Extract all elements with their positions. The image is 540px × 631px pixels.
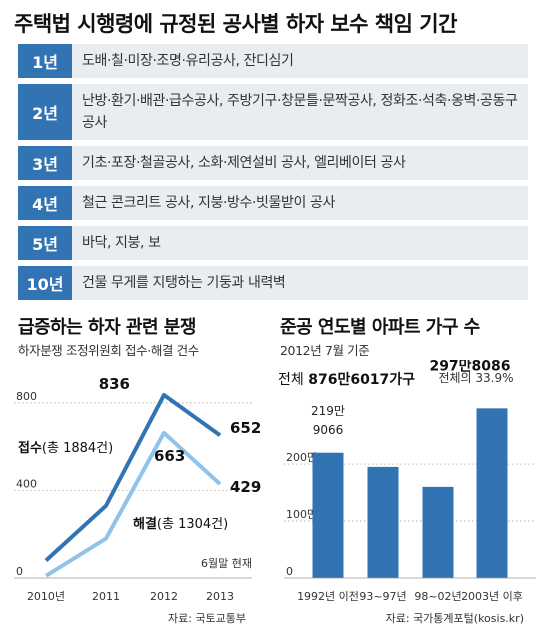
x-tick-label: 93~97년 [359,590,406,603]
y-tick-label: 800 [16,390,37,403]
work-description: 철근 콘크리트 공사, 지붕·방수·빗물받이 공사 [82,195,335,211]
value-label: 836 [99,375,130,393]
table-row: 3년 기초·포장·철골공사, 소화·제연설비 공사, 엘리베이터 공사 [18,146,528,180]
period-label: 4년 [18,186,72,220]
bar [476,408,508,578]
table-row: 2년 난방·환기·배관·급수공사, 주방기구·창문틀·문짝공사, 정화조·석축·… [18,84,528,140]
bar-chart-subtitle: 2012년 7월 기준 [280,343,370,358]
period-label: 10년 [18,266,72,300]
legend-series-접수: 접수(총 1884건) [18,440,113,456]
work-description: 도배·칠·미장·조명·유리공사, 잔디심기 [82,53,294,69]
x-tick-label: 2013 [206,590,234,603]
bar-chart-title: 준공 연도별 아파트 가구 수 [280,317,480,338]
y-tick-label: 0 [286,565,293,578]
work-description: 건물 무게를 지탱하는 기둥과 내력벽 [82,275,286,291]
value-label: 9066 [313,423,344,437]
period-label: 1년 [18,44,72,78]
period-label: 3년 [18,146,72,180]
chart-source: 자료: 국가통계포털(kosis.kr) [386,612,524,625]
x-tick-label: 2010년 [27,590,65,603]
table-row: 10년 건물 무게를 지탱하는 기둥과 내력벽 [18,266,528,300]
total-households: 전체 876만6017가구 [278,372,415,388]
bar [312,452,344,578]
line-chart-title: 급증하는 하자 관련 분쟁 [18,317,196,338]
chart-note: 6월말 현재 [201,557,252,570]
legend-series-해결: 해결(총 1304건) [133,516,228,532]
work-description: 바닥, 지붕, 보 [82,235,161,251]
x-tick-label: 2012 [150,590,178,603]
line-chart: 0 400 800 2010년 2011 2012 2013 836 652 663 42… [14,375,261,625]
y-tick-label: 0 [16,565,23,578]
y-tick-label: 400 [16,477,37,490]
page-title: 주택법 시행령에 규정된 공사별 하자 보수 책임 기간 [14,12,457,36]
value-label: 652 [230,419,261,437]
value-label: 663 [154,447,185,465]
x-tick-label: 98~02년 [414,590,461,603]
period-label: 5년 [18,226,72,260]
share-label: 전체의 33.9% [438,371,513,385]
y-tick-label: 100만 [286,508,317,521]
work-description: 기초·포장·철골공사, 소화·제연설비 공사, 엘리베이터 공사 [82,155,406,171]
bar-chart: 전체 876만6017가구 297만8086 전체의 33.9% 0 100만 20… [278,360,536,625]
value-label: 297만8086 [429,360,510,375]
x-tick-label: 2003년 이후 [461,590,523,603]
chart-source: 자료: 국토교통부 [168,612,246,625]
line-chart-subtitle: 하자분쟁 조정위원회 접수·해결 건수 [18,343,199,358]
series-line-접수 [44,392,222,562]
bar [422,486,454,578]
work-description: 난방·환기·배관·급수공사, 주방기구·창문틀·문짝공사, 정화조·석축·옹벽·… [82,93,518,131]
table-row: 1년 도배·칠·미장·조명·유리공사, 잔디심기 [18,44,528,78]
bar [367,466,399,578]
period-label: 2년 [18,84,72,140]
value-label: 429 [230,478,261,496]
table-row: 4년 철근 콘크리트 공사, 지붕·방수·빗물받이 공사 [18,186,528,220]
series-line-해결 [44,430,222,578]
x-tick-label: 1992년 이전 [297,590,359,603]
y-tick-label: 200만 [286,451,317,464]
value-label: 219만 [311,404,345,418]
x-tick-label: 2011 [92,590,120,603]
table-row: 5년 바닥, 지붕, 보 [18,226,528,260]
